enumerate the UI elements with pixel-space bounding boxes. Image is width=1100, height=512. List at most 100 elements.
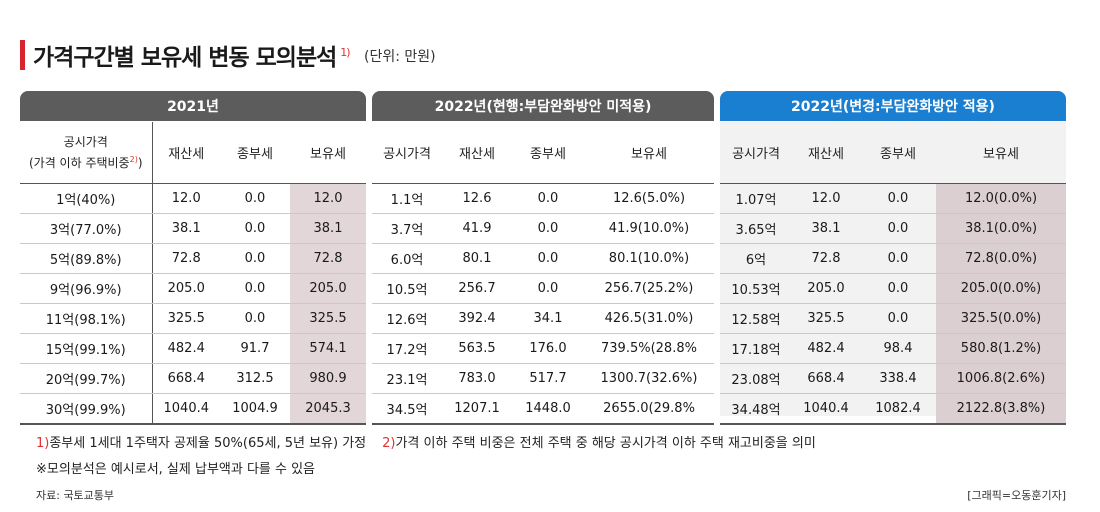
table-cell: 38.1 <box>152 213 220 244</box>
column-header: 보유세 <box>290 122 366 184</box>
table-cell: 38.1 <box>792 213 860 244</box>
table-cell: 6억 <box>720 243 792 274</box>
column-header: 재산세 <box>792 122 860 184</box>
table-cell: 80.1 <box>442 243 512 274</box>
table-cell: 34.5억 <box>372 393 442 425</box>
group-header-2021: 2021년 <box>20 91 366 121</box>
column-header: 보유세 <box>584 122 714 184</box>
table-cell: 6.0억 <box>372 243 442 274</box>
table-cell: 12.0(0.0%) <box>936 183 1066 214</box>
table-cell: 312.5 <box>220 363 290 394</box>
disclaimer-note: ※모의분석은 예시로서, 실제 납부액과 다를 수 있음 <box>36 462 316 477</box>
footnote-1-text: 종부세 1세대 1주택자 공제율 50%(65세, 5년 보유) 가정 <box>49 436 367 451</box>
table-cell: 1300.7(32.6%) <box>584 363 714 394</box>
table-cell: 0.0 <box>512 273 584 304</box>
table-cell: 1040.4 <box>792 393 860 425</box>
table-cell: 574.1 <box>290 333 366 364</box>
column-header: 공시가격 <box>372 122 442 184</box>
table-cell: 10.53억 <box>720 273 792 304</box>
table-cell: 12.6 <box>442 183 512 214</box>
footnote-2-text: 가격 이하 주택 비중은 전체 주택 중 해당 공시가격 이하 주택 재고비중을… <box>395 436 816 451</box>
table-cell: 38.1(0.0%) <box>936 213 1066 244</box>
table-row: 1.07억 12.0 0.0 12.0(0.0%) <box>720 183 1066 214</box>
table-cell: 12.0 <box>290 183 366 214</box>
graphic-credit: [그래픽=오동훈기자] <box>967 489 1066 502</box>
table-cell: 2122.8(3.8%) <box>936 393 1066 425</box>
table-cell: 205.0 <box>290 273 366 304</box>
unit-label: (단위: 만원) <box>364 49 436 65</box>
table-cell: 517.7 <box>512 363 584 394</box>
table-cell: 1.1억 <box>372 183 442 214</box>
table-row: 3.7억 41.9 0.0 41.9(10.0%) <box>372 213 714 244</box>
table-cell: 12.0 <box>792 183 860 214</box>
table-cell: 12.6(5.0%) <box>584 183 714 214</box>
table-cell: 3.65억 <box>720 213 792 244</box>
table-cell: 0.0 <box>860 303 936 334</box>
table-cell: 0.0 <box>860 213 936 244</box>
table-row: 12.6억 392.4 34.1 426.5(31.0%) <box>372 303 714 334</box>
column-header: 보유세 <box>936 122 1066 184</box>
table-cell: 1006.8(2.6%) <box>936 363 1066 394</box>
table-cell: 23.1억 <box>372 363 442 394</box>
table-cell: 0.0 <box>860 243 936 274</box>
table-cell: 668.4 <box>792 363 860 394</box>
table-cell: 325.5(0.0%) <box>936 303 1066 334</box>
table-row: 11억(98.1%) 325.5 0.0 325.5 <box>20 303 366 334</box>
table-row: 3.65억 38.1 0.0 38.1(0.0%) <box>720 213 1066 244</box>
table-cell: 325.5 <box>792 303 860 334</box>
table-cell: 0.0 <box>220 183 290 214</box>
table-cell: 0.0 <box>860 273 936 304</box>
table-cell: 980.9 <box>290 363 366 394</box>
footnote-1-marker: 1) <box>36 436 50 451</box>
table-row: 10.53억 205.0 0.0 205.0(0.0%) <box>720 273 1066 304</box>
table-row: 23.1억 783.0 517.7 1300.7(32.6%) <box>372 363 714 394</box>
table-cell: 783.0 <box>442 363 512 394</box>
table-cell: 3.7억 <box>372 213 442 244</box>
table-cell: 0.0 <box>220 303 290 334</box>
table-cell: 482.4 <box>792 333 860 364</box>
table-cell: 0.0 <box>220 273 290 304</box>
column-header: 재산세 <box>152 122 220 184</box>
table-cell: 205.0 <box>792 273 860 304</box>
table-cell: 739.5%(28.8% <box>584 333 714 364</box>
table-cell: 1040.4 <box>152 393 220 425</box>
table-cell: 98.4 <box>860 333 936 364</box>
table-cell: 72.8 <box>152 243 220 274</box>
table-cell: 482.4 <box>152 333 220 364</box>
table-cell: 34.48억 <box>720 393 792 425</box>
table-row: 34.5억 1207.1 1448.0 2655.0(29.8% <box>372 393 714 425</box>
table-2021: 공시가격 (가격 이하 주택비중2)) 재산세 종부세 보유세 1억(40%) 1… <box>20 122 366 425</box>
group-header-2022-changed: 2022년(변경:부담완화방안 적용) <box>720 91 1066 121</box>
table-row: 9억(96.9%) 205.0 0.0 205.0 <box>20 273 366 304</box>
row-label: 3억(77.0%) <box>20 213 153 244</box>
table-cell: 0.0 <box>512 213 584 244</box>
table-cell: 0.0 <box>860 183 936 214</box>
table-row: 17.18억 482.4 98.4 580.8(1.2%) <box>720 333 1066 364</box>
table-row: 6.0억 80.1 0.0 80.1(10.0%) <box>372 243 714 274</box>
table-cell: 17.2억 <box>372 333 442 364</box>
title-footnote-marker: 1) <box>340 46 350 60</box>
table-cell: 91.7 <box>220 333 290 364</box>
table-cell: 23.08억 <box>720 363 792 394</box>
table-cell: 563.5 <box>442 333 512 364</box>
table-cell: 12.0 <box>152 183 220 214</box>
column-header: 재산세 <box>442 122 512 184</box>
table-cell: 2045.3 <box>290 393 366 425</box>
table-row: 10.5억 256.7 0.0 256.7(25.2%) <box>372 273 714 304</box>
table-row: 23.08억 668.4 338.4 1006.8(2.6%) <box>720 363 1066 394</box>
table-cell: 0.0 <box>220 243 290 274</box>
table-cell: 1207.1 <box>442 393 512 425</box>
row-label: 5억(89.8%) <box>20 243 153 274</box>
table-row: 12.58억 325.5 0.0 325.5(0.0%) <box>720 303 1066 334</box>
row-label: 11억(98.1%) <box>20 303 153 334</box>
table-cell: 256.7 <box>442 273 512 304</box>
table-cell: 256.7(25.2%) <box>584 273 714 304</box>
table-cell: 38.1 <box>290 213 366 244</box>
table-cell: 12.58억 <box>720 303 792 334</box>
table-row: 20억(99.7%) 668.4 312.5 980.9 <box>20 363 366 394</box>
group-header-2022-current: 2022년(현행:부담완화방안 미적용) <box>372 91 714 121</box>
table-cell: 80.1(10.0%) <box>584 243 714 274</box>
row-label: 1억(40%) <box>20 183 153 214</box>
table-row: 34.48억 1040.4 1082.4 2122.8(3.8%) <box>720 393 1066 425</box>
table-cell: 580.8(1.2%) <box>936 333 1066 364</box>
